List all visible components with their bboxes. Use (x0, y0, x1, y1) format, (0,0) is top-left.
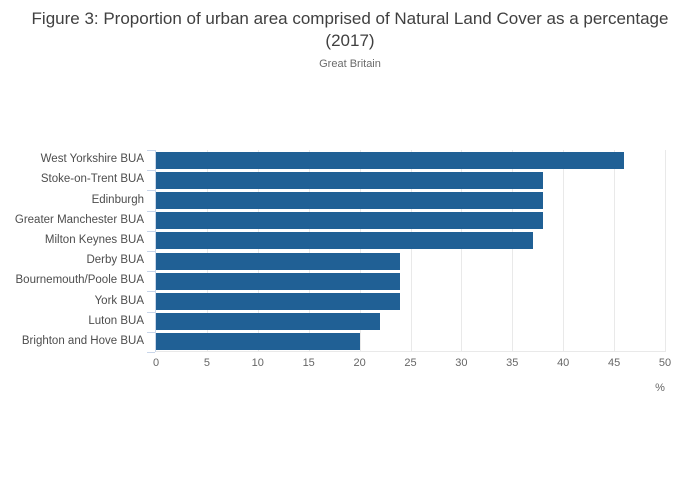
bar[interactable] (156, 313, 380, 331)
gridline (308, 150, 310, 352)
bar[interactable] (156, 171, 543, 189)
y-axis-line (155, 150, 156, 352)
x-axis-unit-label: % (655, 382, 665, 394)
category-label: Derby BUA (86, 254, 144, 267)
category-label: Greater Manchester BUA (14, 213, 144, 226)
y-axis-tick (147, 291, 155, 293)
category-label: Brighton and Hove BUA (21, 334, 144, 347)
category-label: Stoke-on-Trent BUA (40, 173, 144, 186)
plot-area[interactable] (147, 150, 666, 353)
bar[interactable] (156, 333, 360, 351)
bar[interactable] (156, 293, 401, 310)
gridline (614, 150, 616, 352)
x-tick-label: 30 (455, 357, 468, 369)
y-axis-tick (147, 352, 155, 353)
gridline (206, 150, 208, 352)
category-label: Luton BUA (88, 314, 144, 327)
category-label: Bournemouth/Poole BUA (15, 274, 145, 287)
x-tick-label: 35 (506, 357, 519, 369)
gridline (359, 150, 361, 352)
x-tick-label: 15 (302, 357, 315, 369)
gridline (461, 150, 463, 352)
x-tick-label: 45 (607, 357, 621, 369)
gridline (665, 150, 666, 352)
bar[interactable] (156, 232, 533, 250)
gridline (563, 150, 565, 352)
gridline (512, 150, 514, 352)
gridline (410, 150, 412, 352)
y-axis-tick (147, 331, 155, 333)
bar[interactable] (156, 252, 401, 270)
x-tick-label: 0 (152, 357, 160, 369)
category-label: Edinburgh (91, 193, 144, 206)
x-axis-line (156, 351, 665, 352)
x-tick-label: 10 (251, 357, 264, 369)
y-axis-tick (147, 150, 155, 151)
y-axis-tick (147, 271, 155, 273)
chart-subtitle: Great Britain (319, 58, 381, 70)
y-axis-tick (147, 230, 155, 232)
bar[interactable] (156, 151, 625, 169)
y-axis-tick (147, 190, 155, 192)
x-tick-label: 50 (658, 357, 672, 369)
bar[interactable] (156, 212, 543, 230)
x-tick-label: 5 (203, 357, 210, 369)
category-label: West Yorkshire BUA (40, 153, 144, 166)
bar[interactable] (156, 192, 543, 209)
bar[interactable] (156, 272, 401, 290)
x-tick-label: 25 (404, 357, 417, 369)
chart-title: Figure 3: Proportion of urban area compr… (31, 9, 669, 50)
y-axis-tick (147, 311, 155, 313)
gridline (257, 150, 259, 352)
x-tick-label: 40 (557, 357, 570, 369)
x-tick-label: 20 (353, 357, 366, 369)
category-label: Milton Keynes BUA (44, 233, 144, 246)
y-axis-tick (147, 170, 155, 172)
y-axis-tick (147, 210, 155, 212)
category-label: York BUA (94, 294, 144, 307)
y-axis-tick (147, 251, 155, 252)
